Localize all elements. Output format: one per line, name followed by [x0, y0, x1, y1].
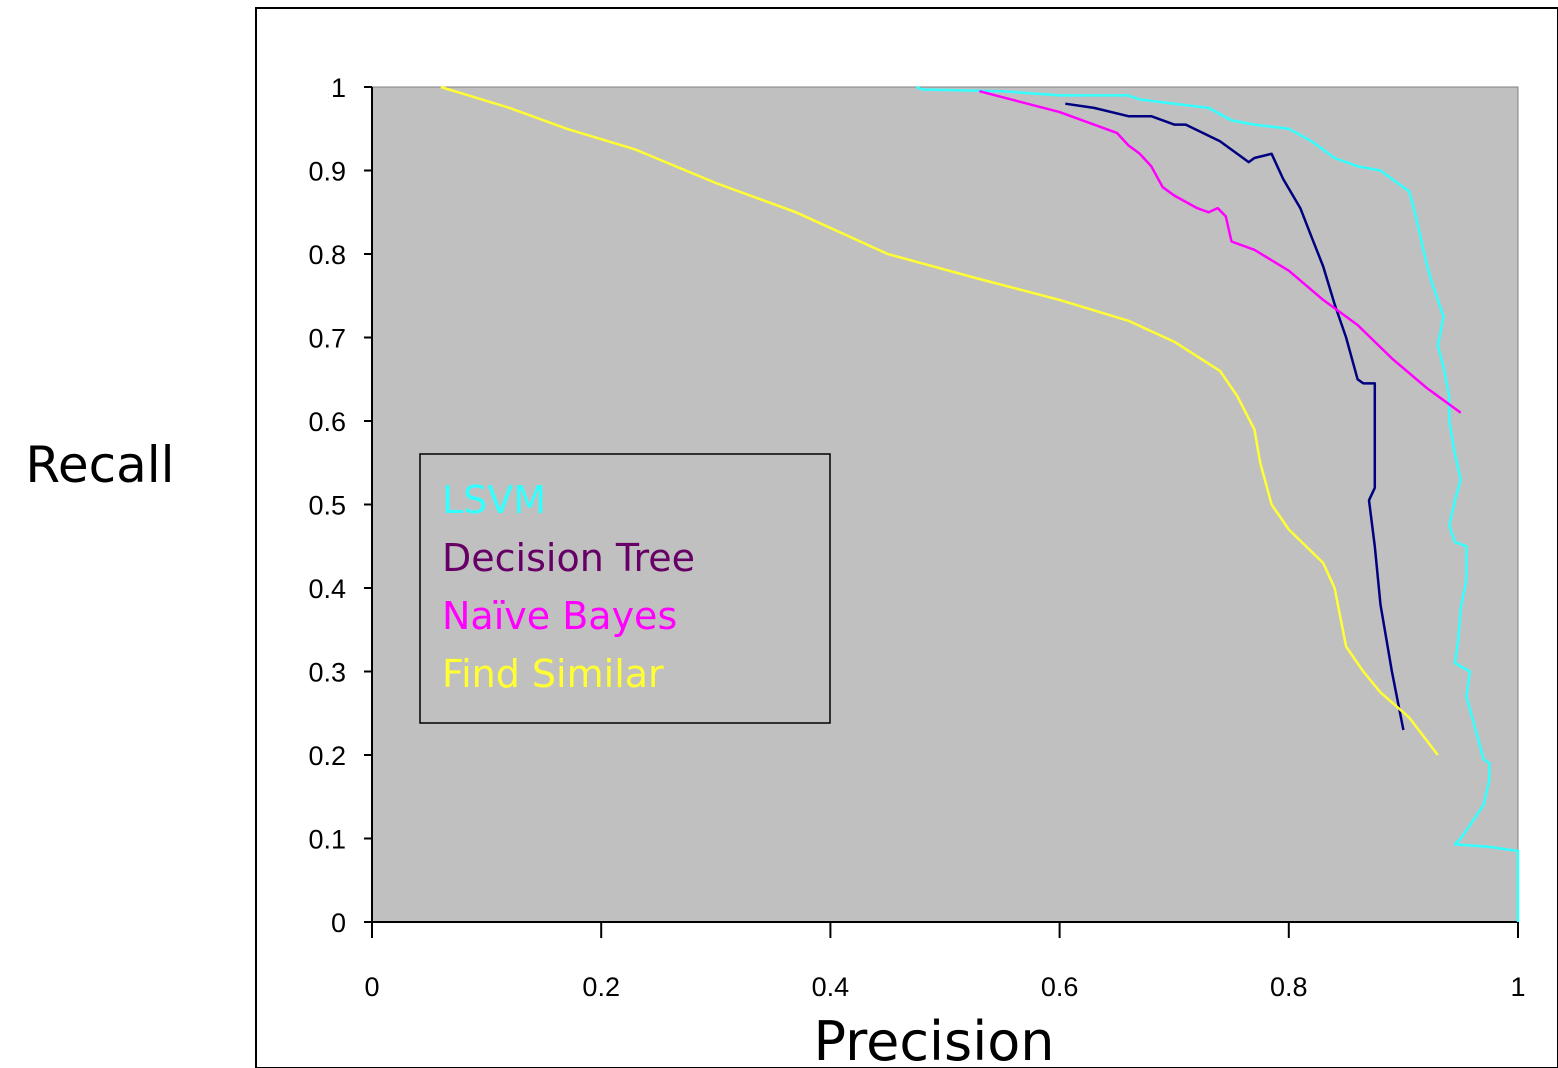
- y-tick-label: 0.9: [308, 157, 346, 187]
- x-tick-label: 0.6: [1041, 972, 1079, 1002]
- legend-entry: Decision Tree: [442, 536, 695, 580]
- x-tick-label: 0.8: [1270, 972, 1308, 1002]
- y-tick-label: 0.6: [308, 407, 346, 437]
- legend-entry: Find Similar: [442, 652, 664, 696]
- legend-box: [419, 453, 831, 724]
- x-tick-label: 0.2: [582, 972, 620, 1002]
- series-line-0: [915, 85, 1520, 922]
- legend: LSVM Decision Tree Naïve Bayes Find Similar: [419, 453, 831, 724]
- x-tick-label: 0.4: [812, 972, 850, 1002]
- y-tick-label: 0.3: [308, 658, 346, 688]
- series-lines: [440, 85, 1520, 922]
- x-tick-label: 1: [1510, 972, 1525, 1002]
- y-tick-label: 0.4: [308, 574, 346, 604]
- y-tick-label: 0: [331, 908, 346, 938]
- x-axis-title: Precision: [814, 1010, 1055, 1068]
- y-tick-label: 0.5: [308, 491, 346, 521]
- x-tick-label: 0: [364, 972, 379, 1002]
- x-axis-ticks: 0 0.2 0.4 0.6 0.8 1: [364, 922, 1526, 1002]
- series-line-1: [1065, 102, 1405, 731]
- y-tick-label: 1: [331, 73, 346, 103]
- legend-entry: LSVM: [442, 478, 546, 522]
- y-axis-title: Recall: [25, 436, 174, 494]
- y-tick-label: 0.2: [308, 741, 346, 771]
- legend-entry: Naïve Bayes: [442, 594, 677, 638]
- y-tick-label: 0.1: [308, 825, 346, 855]
- y-axis-ticks: 0 0.1 0.2 0.3 0.4 0.5 0.6 0.7 0.8 0.9 1: [308, 73, 372, 938]
- series-line-3: [440, 85, 1439, 756]
- y-tick-label: 0.7: [308, 324, 346, 354]
- y-tick-label: 0.8: [308, 240, 346, 270]
- series-line-2: [979, 89, 1462, 414]
